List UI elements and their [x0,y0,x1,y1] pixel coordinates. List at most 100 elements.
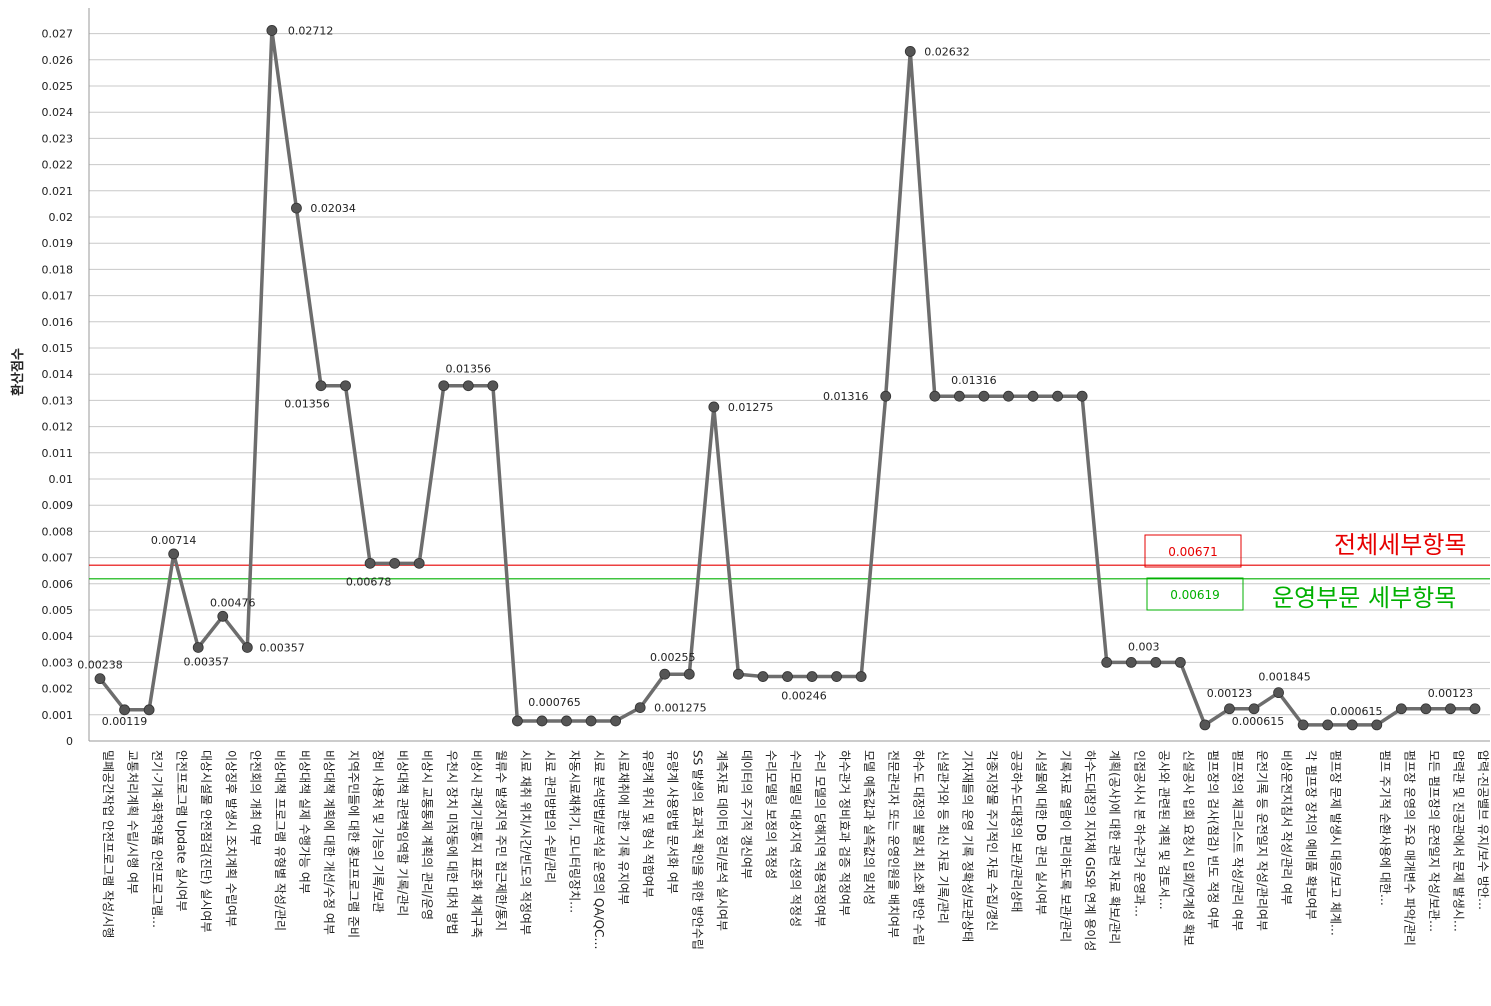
x-tick-label: 하수도 대장의 불일치 최소화 방안 수립 [911,750,925,946]
x-tick-label: 수리모델링 대상지역 선정의 적정성 [789,750,803,927]
data-point [1395,703,1407,715]
x-tick-label: 비상시 관계기관통지 표준화 체계구축 [469,750,483,938]
data-point [512,715,523,727]
y-tick-label: 0.008 [42,525,74,538]
data-point [168,548,180,560]
x-tick-label: 인접공사시 본 하수관거 운영과… [1132,750,1146,917]
y-tick-label: 0.011 [42,447,74,460]
data-point [610,715,622,727]
data-point [1445,703,1456,715]
data-point [978,390,990,402]
data-label: 0.00357 [259,641,305,654]
data-label: 0.02632 [924,45,970,58]
data-label: 0.003 [1128,640,1160,653]
y-tick-label: 0.012 [42,421,74,434]
y-tick-label: 0.005 [42,604,74,617]
data-label: 0.00476 [210,596,256,609]
x-tick-label: 압력관 및 진공관에서 문제 발생시… [1451,750,1465,932]
x-tick-label: 유량계 위치 및 형식 적합여부 [641,750,655,898]
x-tick-label: 유량계 사용방법 문서화 여부 [666,750,680,894]
data-point [1420,703,1432,715]
data-point [143,704,155,716]
y-tick-label: 0.021 [42,185,74,198]
data-label: 0.000615 [1232,715,1285,728]
data-point [1174,657,1186,668]
data-label: 0.00123 [1207,687,1253,700]
x-tick-label: 비상대책 관련책임역할 기록/관리 [396,750,411,916]
data-point [757,671,769,682]
data-label: 0.01316 [951,374,997,387]
x-tick-label: 자동시료채취기, 모니터링장치… [568,750,582,913]
data-label: 0.00123 [1428,687,1474,700]
y-tick-label: 0.016 [42,316,74,329]
data-point [1469,703,1481,715]
y-tick-label: 0.024 [42,106,74,119]
data-point [94,673,106,685]
data-point [389,557,401,569]
x-tick-label: 장비 사용처 및 기능의 기록/보관 [371,750,385,913]
y-tick-label: 0.02 [49,211,74,224]
x-tick-label: 펌프장 운영의 주요 매개변수 파악/관리 [1402,750,1416,946]
x-tick-label: 안전프로그램 Update 실시여부 [175,750,189,912]
data-point [1248,703,1260,715]
data-point [241,642,253,653]
y-tick-label: 0.002 [42,683,74,696]
x-tick-label: 전기·기계·화학약품 안전프로그램… [150,750,165,928]
y-tick-label: 0.013 [42,394,74,407]
y-tick-label: 0.023 [42,132,74,145]
x-tick-label: 공공하수도대장의 보관/관리상태 [1009,750,1023,912]
x-tick-label: 기록자료 열람이 편리하도록 보관/관리 [1059,750,1073,942]
data-label: 0.00678 [346,575,392,588]
y-tick-label: 0.001 [42,709,74,722]
x-tick-label: 기자재들의 운영 기록 정확성/보관상태 [960,750,974,942]
reference-value-box [1146,577,1244,611]
data-point [1297,719,1309,731]
data-point [1199,719,1211,731]
data-point [1371,719,1383,731]
y-tick-label: 0.015 [42,342,74,355]
data-points [94,25,1481,731]
x-tick-label: 공사와 관련된 계획 및 검토서… [1157,750,1171,910]
x-tick-label: 시료 분석방법/분석실 운영의 QA/QC… [592,750,606,950]
data-label: 0.001845 [1258,671,1311,684]
data-point [462,380,474,392]
x-tick-label: 비상대책 계획에 대한 개선/수정 여부 [322,750,337,935]
data-point [1273,687,1284,699]
reference-name: 운영부문 세부항목 [1272,584,1456,612]
data-label: 0.00246 [781,690,827,703]
data-label: 0.01275 [728,401,774,414]
data-point [1101,657,1113,668]
x-tick-label: 모델 예측값과 실측값의 일치성 [862,750,876,905]
x-tick-label: 데이터의 주기적 갱신여부 [739,750,753,879]
x-tick-labels: 밀폐공간작업 안전프로그램 작성/시행 교통처리계획 수립/시행 여부 전기·기계·… [101,750,1490,951]
data-point [1150,657,1162,668]
x-tick-label: 비상운전지침서 작성/관리 여부 [1280,750,1294,905]
x-tick-label: 월류수 발생지역 주민 접근제한/통지 [494,750,508,931]
y-tick-label: 0.017 [42,290,74,303]
x-tick-label: 전문관리자 또는 운영인원을 배치여부 [887,750,901,938]
y-tick-label: 0.006 [42,578,74,591]
data-point [708,401,720,413]
data-label: 0.00238 [77,659,123,672]
x-tick-label: 시설물에 대한 DB 관리 실시여부 [1034,750,1048,915]
x-tick-label: 펌프 주기적 순환사용에 대한… [1378,750,1392,906]
data-label: 0.01356 [446,363,492,376]
data-point [266,25,278,36]
data-point [782,671,793,682]
x-tick-label: 펌프장의 검사(점검) 빈도 적정 여부 [1206,750,1220,929]
data-label: 0.00119 [102,715,148,728]
x-tick-label: 대상시설물 안전점검(진단) 실시여부 [199,750,213,933]
data-point [880,390,892,402]
x-tick-label: 신설공사 입회 요청시 입회/연계성 확보 [1181,750,1195,946]
y-tick-label: 0 [66,735,73,748]
data-point [806,671,818,682]
data-point [536,715,548,727]
data-label: 0.001275 [654,702,707,715]
gridlines [89,33,1490,716]
y-tick-label: 0.009 [42,499,74,512]
data-point [659,668,671,680]
data-labels: 0.00238 0.00119 0.00714 0.00357 0.00476 0.003… [77,24,1473,727]
data-point [487,380,499,392]
x-tick-label: 운전기록 등 운전일지 작성/관리여부 [1255,750,1269,931]
data-point [217,610,229,622]
